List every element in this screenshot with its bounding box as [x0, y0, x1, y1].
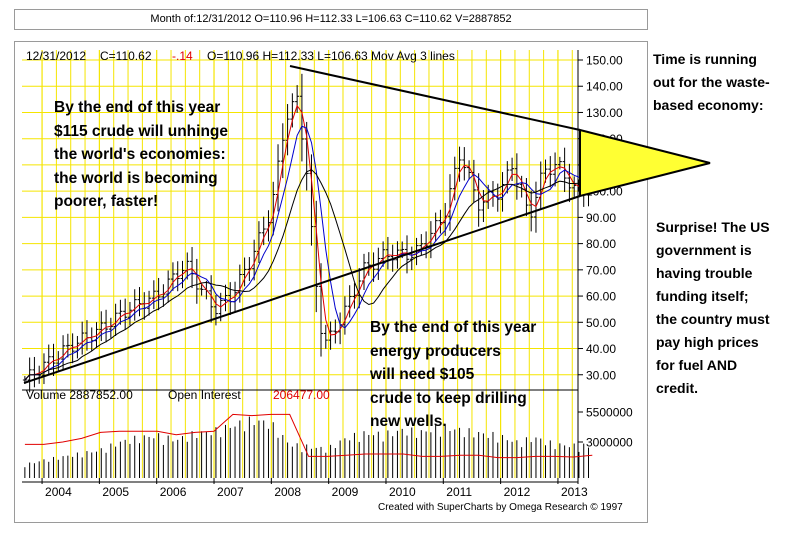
year-tick-label: 2005	[102, 485, 129, 499]
volume-label: Volume 2887852.00	[26, 388, 133, 402]
price-tick-label: 90.00	[586, 211, 616, 225]
note-line: out for the waste-	[653, 74, 770, 90]
price-tick-label: 70.00	[586, 263, 616, 277]
price-tick-label: 150.00	[586, 54, 623, 68]
note-line: based economy:	[653, 97, 764, 113]
year-axis: 2004 2005 2006 2007 2008 2009 2010 2011 2012 2013	[41, 478, 588, 499]
note-right-bottom: Surprise! The US government is having tr…	[656, 216, 770, 400]
price-label-date: 12/31/2012	[26, 49, 86, 63]
volume-axis: 5500000 3000000	[578, 406, 633, 450]
note-line: By the end of this year	[370, 319, 537, 336]
price-tick-label: 40.00	[586, 342, 616, 356]
price-tick-label: 130.00	[586, 106, 623, 120]
note-line: credit.	[656, 380, 699, 396]
note-line: the country must	[656, 311, 770, 327]
open-interest-line	[24, 413, 593, 459]
price-tick-label: 140.00	[586, 80, 623, 94]
year-tick-label: 2007	[217, 485, 244, 499]
note-line: funding itself;	[656, 288, 749, 304]
volume-tick-label: 3000000	[586, 436, 633, 450]
note-bottom-mid: By the end of this year energy producers…	[370, 316, 536, 434]
note-line: the world's economies:	[54, 146, 226, 163]
volume-tick-label: 5500000	[586, 406, 633, 420]
price-tick-label: 50.00	[586, 316, 616, 330]
year-tick-label: 2012	[504, 485, 531, 499]
note-right-top: Time is running out for the waste- based…	[653, 48, 770, 117]
note-top-left: By the end of this year $115 crude will …	[54, 96, 228, 214]
note-line: poorer, faster!	[54, 193, 159, 210]
price-axis: 150.00140.00130.00120.00110.00100.0090.0…	[578, 54, 623, 382]
triangle-pattern	[23, 65, 711, 384]
triangle-apex	[579, 128, 711, 198]
year-tick-label: 2004	[45, 485, 72, 499]
ma-mid-line	[24, 125, 589, 381]
year-tick-label: 2008	[274, 485, 301, 499]
lower-trend-line	[23, 195, 581, 384]
upper-trend-line	[289, 65, 581, 131]
ohlc-header: Month of:12/31/2012 O=110.96 H=112.33 L=…	[14, 9, 648, 30]
open-interest-label: Open Interest	[168, 388, 241, 402]
open-interest-value: 206477.00	[273, 388, 330, 402]
note-line: Time is running	[653, 51, 757, 67]
ma-slow-line	[24, 169, 589, 381]
year-tick-label: 2009	[332, 485, 359, 499]
footer-credit: Created with SuperCharts by Omega Resear…	[378, 502, 623, 513]
note-line: $115 crude will unhinge	[54, 122, 228, 140]
year-tick-label: 2010	[389, 485, 416, 499]
volume-histogram	[24, 413, 593, 478]
note-line: will need $105	[370, 366, 475, 383]
chart-grid	[22, 50, 579, 484]
note-line: the world is becoming	[54, 169, 218, 187]
note-line: energy producers	[370, 342, 501, 360]
note-line: new wells.	[370, 413, 447, 430]
year-tick-label: 2006	[160, 485, 187, 499]
price-label-change: -.14	[172, 49, 193, 63]
note-line: for fuel AND	[656, 357, 738, 373]
price-tick-label: 30.00	[586, 368, 616, 382]
moving-averages	[24, 104, 589, 381]
price-tick-label: 80.00	[586, 237, 616, 251]
year-tick-label: 2011	[446, 485, 472, 499]
note-line: Surprise! The US	[656, 219, 770, 235]
ma-fast-line	[24, 104, 589, 381]
note-line: government is	[656, 242, 752, 258]
note-line: By the end of this year	[54, 99, 221, 116]
price-tick-label: 60.00	[586, 290, 616, 304]
note-line: crude to keep drilling	[370, 389, 527, 407]
note-line: pay high prices	[656, 334, 759, 350]
note-line: having trouble	[656, 265, 753, 281]
price-label-close: C=110.62	[100, 49, 152, 63]
price-label-ohlc: O=110.96 H=112.33 L=106.63 Mov Avg 3 lin…	[207, 49, 455, 63]
year-tick-label: 2013	[561, 485, 588, 499]
